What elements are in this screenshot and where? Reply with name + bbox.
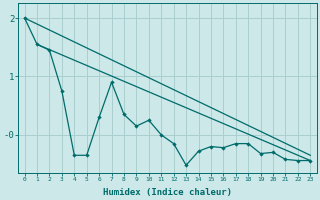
X-axis label: Humidex (Indice chaleur): Humidex (Indice chaleur) [103, 188, 232, 197]
